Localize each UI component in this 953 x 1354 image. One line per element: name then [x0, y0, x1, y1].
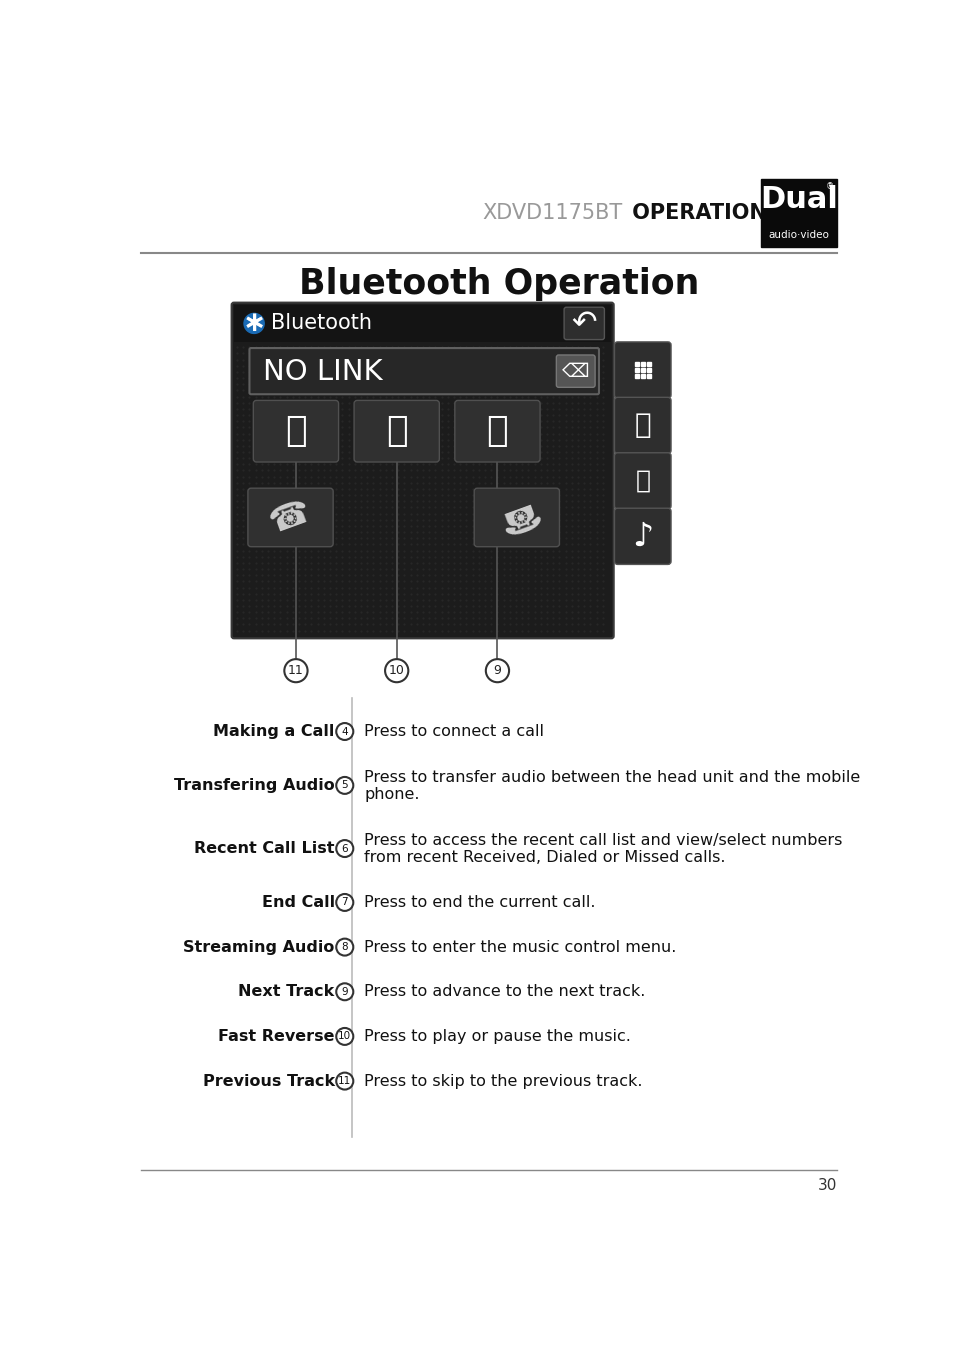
Text: audio·video: audio·video — [768, 230, 828, 240]
FancyBboxPatch shape — [556, 355, 595, 387]
Text: Making a Call: Making a Call — [213, 724, 335, 739]
FancyBboxPatch shape — [249, 348, 598, 394]
Text: Fast Reverse: Fast Reverse — [218, 1029, 335, 1044]
Circle shape — [335, 983, 353, 1001]
Text: ⏭: ⏭ — [486, 414, 508, 448]
Text: 📞: 📞 — [635, 468, 650, 493]
Text: ∗: ∗ — [242, 310, 266, 337]
FancyBboxPatch shape — [253, 401, 338, 462]
Text: Streaming Audio: Streaming Audio — [183, 940, 335, 955]
Circle shape — [335, 839, 353, 857]
Text: ⏮: ⏮ — [285, 414, 307, 448]
FancyBboxPatch shape — [614, 343, 670, 398]
Text: Press to enter the music control menu.: Press to enter the music control menu. — [364, 940, 676, 955]
Text: Press to connect a call: Press to connect a call — [364, 724, 543, 739]
Text: 30: 30 — [817, 1178, 836, 1193]
Text: 6: 6 — [341, 844, 348, 853]
Text: 11: 11 — [337, 1076, 351, 1086]
Text: Transfering Audio: Transfering Audio — [173, 779, 335, 793]
Circle shape — [335, 777, 353, 793]
Circle shape — [335, 1028, 353, 1045]
Text: ↶: ↶ — [571, 309, 597, 338]
Text: 8: 8 — [341, 942, 348, 952]
Text: Press to advance to the next track.: Press to advance to the next track. — [364, 984, 645, 999]
Text: Previous Track: Previous Track — [202, 1074, 335, 1089]
FancyBboxPatch shape — [455, 401, 539, 462]
Circle shape — [485, 659, 509, 682]
Text: XDVD1175BT: XDVD1175BT — [482, 203, 622, 222]
FancyBboxPatch shape — [232, 303, 613, 638]
Text: from recent Received, Dialed or Missed calls.: from recent Received, Dialed or Missed c… — [364, 850, 725, 865]
Text: Press to skip to the previous track.: Press to skip to the previous track. — [364, 1074, 642, 1089]
FancyBboxPatch shape — [474, 489, 558, 547]
Text: Press to access the recent call list and view/select numbers: Press to access the recent call list and… — [364, 833, 841, 849]
Text: ®: ® — [824, 183, 833, 191]
Text: Bluetooth Operation: Bluetooth Operation — [298, 267, 699, 301]
Text: 11: 11 — [288, 665, 303, 677]
Text: ⌫: ⌫ — [561, 362, 589, 380]
Text: NO LINK: NO LINK — [263, 357, 382, 386]
Text: 7: 7 — [341, 898, 348, 907]
Text: 4: 4 — [341, 727, 348, 737]
Circle shape — [335, 938, 353, 956]
Text: Press to play or pause the music.: Press to play or pause the music. — [364, 1029, 630, 1044]
Text: Press to transfer audio between the head unit and the mobile: Press to transfer audio between the head… — [364, 770, 860, 785]
Circle shape — [385, 659, 408, 682]
Text: ∗: ∗ — [245, 313, 263, 333]
FancyBboxPatch shape — [563, 307, 604, 340]
Text: Press to end the current call.: Press to end the current call. — [364, 895, 595, 910]
Text: ♪: ♪ — [632, 520, 653, 552]
Text: ⏯: ⏯ — [385, 414, 407, 448]
Bar — [233, 305, 611, 343]
FancyBboxPatch shape — [614, 397, 670, 454]
Text: Next Track: Next Track — [238, 984, 335, 999]
FancyBboxPatch shape — [760, 180, 836, 248]
Text: 🔊: 🔊 — [634, 412, 650, 440]
Text: Recent Call List: Recent Call List — [194, 841, 335, 856]
Circle shape — [284, 659, 307, 682]
Text: Dual: Dual — [760, 185, 837, 214]
FancyBboxPatch shape — [248, 489, 333, 547]
Text: 9: 9 — [493, 665, 501, 677]
Circle shape — [244, 313, 264, 333]
FancyBboxPatch shape — [614, 452, 670, 509]
Circle shape — [335, 894, 353, 911]
Text: 10: 10 — [389, 665, 404, 677]
FancyBboxPatch shape — [614, 508, 670, 565]
Text: OPERATION: OPERATION — [624, 203, 765, 222]
FancyBboxPatch shape — [354, 401, 439, 462]
Text: ☎: ☎ — [491, 494, 541, 540]
Text: 9: 9 — [341, 987, 348, 997]
Text: ☎: ☎ — [265, 494, 315, 540]
Text: 10: 10 — [338, 1032, 351, 1041]
Text: 5: 5 — [341, 780, 348, 791]
Circle shape — [335, 723, 353, 741]
Text: Bluetooth: Bluetooth — [271, 313, 372, 333]
Circle shape — [335, 1072, 353, 1090]
Text: phone.: phone. — [364, 787, 419, 802]
Text: End Call: End Call — [261, 895, 335, 910]
